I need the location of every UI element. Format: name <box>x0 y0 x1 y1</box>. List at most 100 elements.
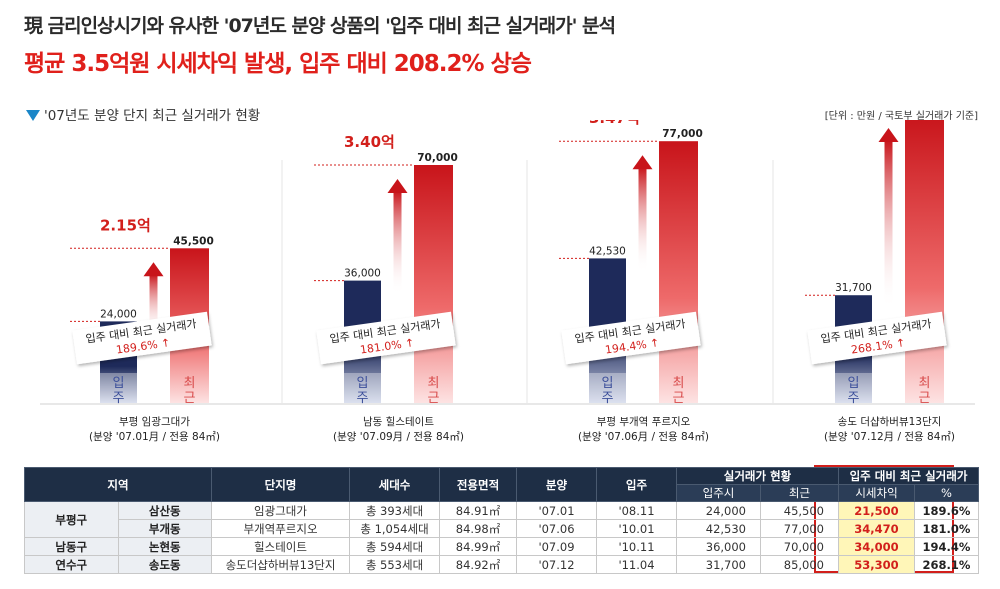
th-price-status: 실거래가 현황 <box>676 467 839 485</box>
bar-label-recent: 근 <box>919 391 931 406</box>
th-recent: 최근 <box>760 484 839 502</box>
bar-label-bg <box>835 373 872 403</box>
ratio-card <box>807 311 947 365</box>
complex-cell: 송도더샵하버뷰13단지 <box>211 555 350 574</box>
complex-name: 송도 더샵하버뷰13단지 <box>838 415 942 428</box>
th-percent: % <box>914 484 979 502</box>
th-complex: 단지명 <box>211 467 350 502</box>
complex-cell: 임광그대가 <box>211 501 350 520</box>
ratio-card <box>316 311 456 365</box>
th-area: 전용면적 <box>439 467 517 502</box>
move-in-cell: '11.04 <box>596 555 677 574</box>
move-in-cell: '08.11 <box>596 501 677 520</box>
section-title-text: '07년도 분양 단지 최근 실거래가 현황 <box>44 108 261 124</box>
gain-cell: 21,500 <box>838 501 915 520</box>
bar-recent <box>414 165 453 403</box>
data-table: 지역 단지명 세대수 전용면적 분양 입주 실거래가 현황 입주 대비 최근 실… <box>24 467 979 574</box>
complex-info: (분양 '07.12月 / 전용 84㎡) <box>824 431 955 443</box>
value-label-recent: 45,500 <box>173 235 214 247</box>
up-arrow-icon <box>143 262 164 277</box>
bar-label-move-in: 입 <box>848 376 860 391</box>
bar-label-move-in: 입 <box>357 376 369 391</box>
gain-label: 3.40억 <box>344 133 395 151</box>
bar-label-move-in: 입 <box>602 376 614 391</box>
value-label-recent: 70,000 <box>417 152 458 164</box>
up-arrow-shaft <box>149 274 158 336</box>
ratio-card <box>561 311 701 365</box>
bar-recent <box>905 120 944 403</box>
households-cell: 총 594세대 <box>349 537 440 556</box>
th-sale: 분양 <box>516 467 597 502</box>
gain-cell: 53,300 <box>838 555 915 574</box>
gain-cell: 34,470 <box>838 519 915 538</box>
value-label-move-in: 42,530 <box>589 245 626 257</box>
complex-name: 부평 임광그대가 <box>119 415 190 428</box>
bar-label-move-in: 주 <box>848 391 860 406</box>
percent-cell: 181.0% <box>914 519 979 538</box>
price-recent-cell: 77,000 <box>760 519 839 538</box>
complex-info: (분양 '07.01月 / 전용 84㎡) <box>89 431 220 443</box>
area-cell: 84.98㎡ <box>439 519 517 538</box>
up-arrow-shaft <box>638 167 647 273</box>
price-move-in-cell: 31,700 <box>676 555 761 574</box>
bar-label-recent: 근 <box>673 391 685 406</box>
th-households: 세대수 <box>349 467 440 502</box>
table-row: 남동구 논현동 힐스테이트 총 594세대 84.99㎡ '07.09 '10.… <box>24 537 979 556</box>
households-cell: 총 393세대 <box>349 501 440 520</box>
value-label-recent: 77,000 <box>662 128 703 140</box>
gain-label: 3.47억 <box>589 120 640 127</box>
th-gain: 시세차익 <box>838 484 915 502</box>
percent-cell: 268.1% <box>914 555 979 574</box>
region-cell: 연수구 <box>24 555 119 574</box>
up-arrow-shaft <box>884 140 893 310</box>
headline-main: 평균 3.5억원 시세차익 발생, 입주 대비 208.2% 상승 <box>24 51 532 77</box>
up-arrow-icon <box>878 128 899 142</box>
unit-note: [단위 : 만원 / 국토부 실거래가 기준] <box>824 111 978 122</box>
up-arrow-shaft <box>393 191 402 295</box>
price-move-in-cell: 24,000 <box>676 501 761 520</box>
region-cell: 남동구 <box>24 537 119 556</box>
th-at-move-in: 입주시 <box>676 484 761 502</box>
complex-name: 부평 부개역 푸르지오 <box>597 416 691 428</box>
sale-cell: '07.06 <box>516 519 597 538</box>
table-row: 부평구 삼산동 임광그대가 총 393세대 84.91㎡ '07.01 '08.… <box>24 501 979 538</box>
section-title: '07년도 분양 단지 최근 실거래가 현황 <box>26 104 260 124</box>
complex-info: (분양 '07.06月 / 전용 84㎡) <box>578 431 709 443</box>
table-row: 연수구 송도동 송도더샵하버뷰13단지 총 553세대 84.92㎡ '07.1… <box>24 555 979 574</box>
percent-cell: 189.6% <box>914 501 979 520</box>
move-in-cell: '10.01 <box>596 519 677 538</box>
area-cell: 84.99㎡ <box>439 537 517 556</box>
bar-label-recent: 최 <box>428 376 440 391</box>
complex-cell: 부개역푸르지오 <box>211 519 350 538</box>
move-in-cell: '10.11 <box>596 537 677 556</box>
value-label-move-in: 24,000 <box>100 308 137 320</box>
sale-cell: '07.09 <box>516 537 597 556</box>
table-row: 부개동 부개역푸르지오 총 1,054세대 84.98㎡ '07.06 '10.… <box>25 519 979 538</box>
up-arrow-icon <box>632 155 653 170</box>
bar-recent <box>659 141 698 403</box>
th-move-in: 입주 <box>596 467 677 502</box>
percent-cell: 194.4% <box>914 537 979 556</box>
area-cell: 84.92㎡ <box>439 555 517 574</box>
bar-label-recent: 최 <box>919 376 931 391</box>
headline-subtitle: 現 금리인상시기와 유사한 '07년도 분양 상품의 '입주 대비 최근 실거래… <box>24 15 616 37</box>
complex-info: (분양 '07.09月 / 전용 84㎡) <box>333 431 464 443</box>
sale-cell: '07.12 <box>516 555 597 574</box>
price-move-in-cell: 42,530 <box>676 519 761 538</box>
bar-label-bg <box>589 373 626 403</box>
dong-cell: 논현동 <box>117 537 212 556</box>
bar-label-bg <box>100 373 137 403</box>
price-recent-cell: 85,000 <box>760 555 839 574</box>
bar-label-bg <box>344 373 381 403</box>
dong-cell: 삼산동 <box>117 501 212 520</box>
complex-name: 남동 힐스테이트 <box>363 415 434 428</box>
th-region: 지역 <box>24 467 212 502</box>
area-cell: 84.91㎡ <box>439 501 517 520</box>
dong-cell: 송도동 <box>117 555 212 574</box>
th-comparison: 입주 대비 최근 실거래가 <box>838 467 979 485</box>
households-cell: 총 553세대 <box>349 555 440 574</box>
region-cell: 부평구 <box>24 501 119 538</box>
gain-label: 2.15억 <box>100 216 151 234</box>
